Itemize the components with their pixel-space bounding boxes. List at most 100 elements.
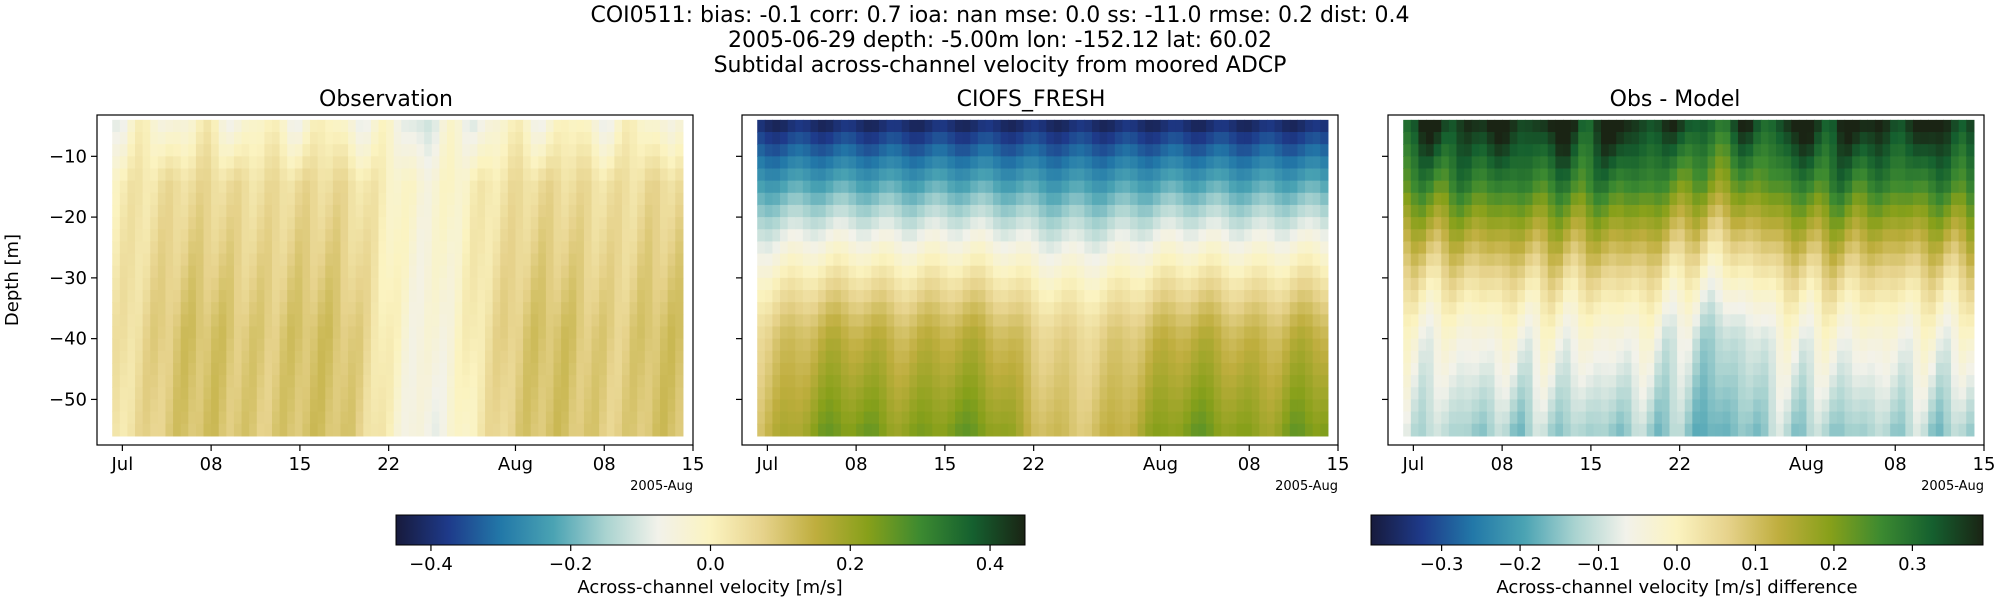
heatmap-cell: [871, 314, 880, 328]
heatmap-cell: [112, 229, 121, 242]
heatmap-cell: [256, 350, 265, 364]
heatmap-cell: [1244, 290, 1253, 303]
heatmap-cell: [1213, 265, 1222, 279]
heatmap-cell: [424, 168, 433, 182]
heatmap-cell: [1320, 411, 1329, 425]
heatmap-cell: [1297, 338, 1306, 352]
heatmap-cell: [1502, 375, 1511, 388]
heatmap-cell: [180, 132, 189, 145]
heatmap-cell: [233, 387, 243, 401]
heatmap-cell: [614, 144, 623, 157]
heatmap-cell: [1684, 253, 1693, 267]
heatmap-cell: [135, 144, 144, 157]
heatmap-cell: [279, 375, 288, 388]
heatmap-cell: [772, 290, 781, 303]
heatmap-cell: [1137, 265, 1146, 279]
heatmap-cell: [1031, 302, 1040, 315]
heatmap-cell: [599, 387, 608, 401]
heatmap-cell: [485, 156, 494, 170]
heatmap-cell: [249, 132, 258, 145]
heatmap-cell: [1585, 399, 1595, 413]
heatmap-cell: [211, 277, 220, 291]
heatmap-cell: [1031, 277, 1040, 291]
heatmap-cell: [1076, 217, 1085, 230]
heatmap-cell: [370, 302, 380, 315]
heatmap-cell: [1570, 119, 1579, 133]
heatmap-cell: [1418, 326, 1427, 340]
heatmap-cell: [810, 253, 819, 267]
heatmap-cell: [1593, 229, 1602, 242]
heatmap-cell: [1084, 168, 1093, 182]
heatmap-cell: [644, 132, 654, 145]
heatmap-cell: [279, 241, 288, 255]
heatmap-cell: [1616, 302, 1625, 315]
heatmap-cell: [1608, 144, 1617, 157]
heatmap-cell: [1684, 217, 1693, 230]
heatmap-cell: [947, 302, 956, 315]
heatmap-cell: [1707, 217, 1716, 230]
heatmap-cell: [393, 326, 402, 340]
heatmap-cell: [1540, 144, 1549, 157]
heatmap-cell: [279, 204, 288, 218]
heatmap-cell: [1297, 375, 1306, 388]
heatmap-cell: [939, 302, 949, 315]
heatmap-cell: [256, 423, 265, 437]
heatmap-cell: [576, 326, 585, 340]
heatmap-cell: [764, 229, 774, 242]
heatmap-cell: [241, 265, 250, 279]
heatmap-cell: [1320, 132, 1329, 145]
heatmap-cell: [932, 192, 941, 206]
heatmap-cell: [1692, 399, 1701, 413]
heatmap-cell: [1540, 277, 1549, 291]
heatmap-cell: [1175, 180, 1184, 194]
heatmap-cell: [378, 350, 387, 364]
heatmap-cell: [1471, 241, 1480, 255]
heatmap-cell: [530, 144, 539, 157]
heatmap-cell: [492, 314, 501, 328]
heatmap-cell: [165, 180, 174, 194]
heatmap-cell: [795, 192, 804, 206]
heatmap-cell: [1692, 119, 1701, 133]
heatmap-cell: [157, 253, 167, 267]
heatmap-cell: [515, 362, 524, 376]
heatmap-cell: [818, 326, 827, 340]
heatmap-cell: [1251, 192, 1260, 206]
heatmap-cell: [1190, 350, 1200, 364]
heatmap-cell: [802, 119, 812, 133]
heatmap-cell: [469, 265, 479, 279]
heatmap-cell: [614, 204, 623, 218]
heatmap-cell: [810, 423, 819, 437]
heatmap-cell: [675, 192, 684, 206]
heatmap-cell: [431, 229, 440, 242]
heatmap-cell: [1502, 362, 1511, 376]
heatmap-cell: [970, 350, 979, 364]
heatmap-cell: [802, 362, 812, 376]
heatmap-cell: [1715, 241, 1724, 255]
heatmap-cell: [939, 411, 949, 425]
heatmap-cell: [477, 229, 486, 242]
heatmap-cell: [568, 387, 577, 401]
heatmap-cell: [1639, 338, 1648, 352]
heatmap-cell: [454, 411, 463, 425]
heatmap-cell: [1623, 156, 1633, 170]
heatmap-cell: [157, 132, 167, 145]
heatmap-cell: [1699, 229, 1709, 242]
heatmap-cell: [485, 423, 494, 437]
heatmap-cell: [810, 204, 819, 218]
heatmap-cell: [1289, 362, 1299, 376]
heatmap-cell: [606, 423, 615, 437]
heatmap-cell: [1426, 326, 1435, 340]
heatmap-cell: [1259, 156, 1268, 170]
heatmap-cell: [1084, 192, 1093, 206]
heatmap-cell: [180, 290, 189, 303]
heatmap-cell: [1274, 411, 1283, 425]
heatmap-cell: [1509, 180, 1518, 194]
heatmap-cell: [1608, 229, 1617, 242]
heatmap-cell: [1061, 132, 1070, 145]
heatmap-cell: [1547, 180, 1556, 194]
heatmap-cell: [1221, 411, 1230, 425]
heatmap-cell: [325, 350, 334, 364]
heatmap-cell: [561, 132, 570, 145]
heatmap-cell: [538, 168, 547, 182]
heatmap-cell: [1221, 217, 1230, 230]
